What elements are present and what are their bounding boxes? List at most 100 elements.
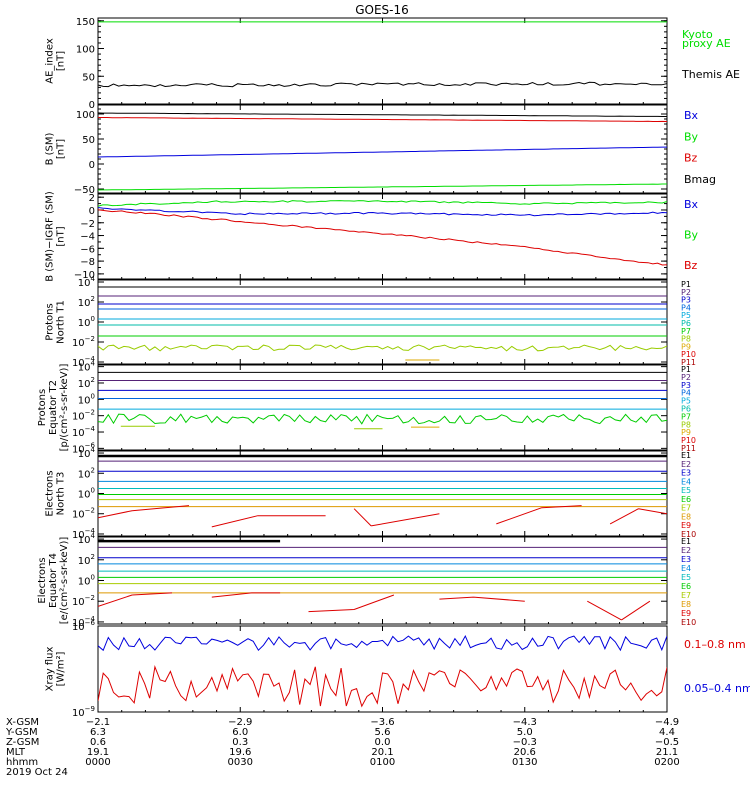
legend-entry: P11: [681, 358, 696, 367]
legend-entry: E3: [681, 469, 691, 478]
legend-entry: P1: [681, 280, 691, 289]
legend-entry: E10: [681, 530, 696, 539]
legend-entry: P2: [681, 288, 691, 297]
legend-entry: E3: [681, 555, 691, 564]
series-line-bx: [98, 207, 667, 217]
legend-entry: P7: [681, 327, 691, 336]
x-row-label: X-GSM: [6, 717, 39, 728]
legend-entry: Bz: [684, 259, 698, 272]
series-line-bx: [98, 146, 667, 158]
series-group: [98, 21, 667, 88]
legend-entry: E6: [681, 495, 691, 504]
y-axis-label: Electrons: [45, 470, 56, 516]
series-line-0-05-0-4-nm: [98, 634, 667, 652]
series-line-p8: [98, 344, 667, 352]
x-row-value: −3.6: [370, 717, 394, 728]
x-row-value: −4.9: [655, 717, 679, 728]
legend-entry: E7: [681, 504, 691, 513]
y-tick-label: 50: [82, 135, 95, 146]
y-tick-label: 100: [76, 110, 95, 121]
series-line-by: [98, 183, 667, 191]
y-tick-label: −6: [80, 244, 95, 255]
legend-entry: E8: [681, 600, 691, 609]
series-line-bz: [98, 117, 667, 122]
y-tick-label: 10−2: [72, 409, 95, 423]
legend-entry: P8: [681, 335, 691, 344]
x-row-value: 19.6: [229, 747, 251, 758]
series-group: [98, 371, 667, 430]
legend-entry: P5: [681, 397, 691, 406]
legend-entry: E8: [681, 512, 691, 521]
panel-frame: [97, 279, 668, 365]
panel-frame: [97, 536, 668, 625]
legend-entry: E4: [681, 564, 691, 573]
legend-entry: Themis AE: [681, 68, 740, 81]
x-row-value: −4.3: [513, 717, 537, 728]
y-tick-label: 0: [89, 206, 95, 217]
legend-entry: P4: [681, 389, 691, 398]
y-tick-label: −4: [80, 232, 95, 243]
x-row-value: 0030: [228, 757, 253, 768]
y-tick-label: 102: [78, 553, 95, 567]
y-axis-label: [nT]: [56, 139, 67, 159]
series-line-by: [98, 200, 667, 207]
legend-entry: P9: [681, 342, 691, 351]
y-axis-label: Equator T2: [48, 380, 59, 435]
y-axis-label: Electrons: [37, 557, 48, 603]
y-tick-label: 0: [89, 160, 95, 171]
x-row-value: 6.0: [232, 727, 248, 738]
legend-entry: P5: [681, 311, 691, 320]
panel-frame: [97, 364, 668, 451]
y-tick-label: 102: [78, 376, 95, 390]
legend-entry: E5: [681, 573, 691, 582]
y-tick-label: 10−2: [72, 507, 95, 521]
y-tick-label: 104: [78, 446, 96, 460]
legend-entry: P6: [681, 319, 691, 328]
y-tick-label: 10−2: [72, 594, 95, 608]
y-axis-label: AE_index: [45, 38, 56, 84]
x-row-label: Z-GSM: [6, 737, 39, 748]
x-row-value: 20.6: [514, 747, 536, 758]
x-row-value: −0.5: [655, 737, 679, 748]
y-tick-label: −50: [74, 185, 95, 196]
legend-entry: Bz: [684, 152, 698, 165]
legend-entry: P7: [681, 412, 691, 421]
y-tick-label: 10−6: [72, 619, 96, 633]
series-group: [98, 539, 667, 621]
x-row-value: 0100: [370, 757, 395, 768]
legend-entry: By: [684, 130, 699, 143]
x-row-label: MLT: [6, 747, 26, 758]
legend-entry: P10: [681, 350, 696, 359]
series-line-bmag: [98, 112, 667, 117]
x-row-value: 0000: [85, 757, 110, 768]
legend-entry: proxy AE: [682, 37, 731, 50]
x-row-value: 5.0: [517, 727, 533, 738]
x-row-value: −2.9: [228, 717, 252, 728]
y-tick-label: 0: [89, 100, 95, 111]
y-axis-label: Protons: [45, 303, 56, 340]
legend-entry: Bx: [684, 109, 699, 122]
legend-entry: E6: [681, 582, 691, 591]
y-tick-label: 100: [78, 392, 95, 406]
y-tick-label: 150: [76, 17, 95, 28]
series-line-p8: [120, 425, 383, 430]
series-line-e9: [98, 505, 667, 528]
x-row-value: 19.1: [87, 747, 109, 758]
legend-entry: By: [684, 229, 699, 242]
y-tick-label: −2: [80, 219, 95, 230]
y-tick-label: 102: [78, 466, 95, 480]
legend-entry: P3: [681, 381, 691, 390]
y-axis-label: Protons: [37, 389, 48, 426]
y-tick-label: 104: [78, 532, 96, 546]
x-row-value: 0.6: [90, 737, 106, 748]
x-row-label: hhmm: [6, 757, 38, 768]
y-tick-label: 104: [78, 360, 96, 374]
y-tick-label: 100: [78, 487, 95, 501]
series-line-0-1-0-8-nm: [98, 665, 667, 708]
